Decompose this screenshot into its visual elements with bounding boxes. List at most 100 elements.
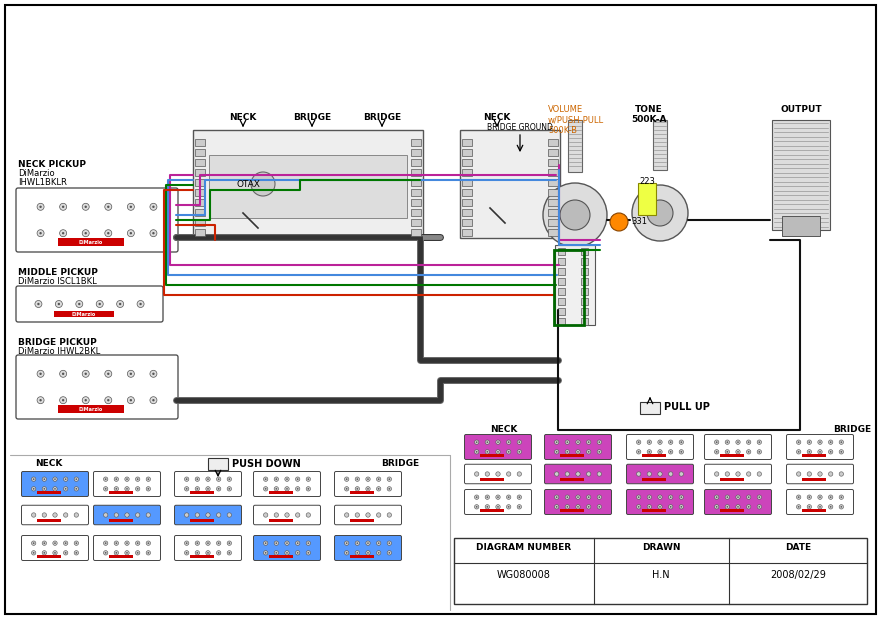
Circle shape	[598, 441, 600, 443]
Circle shape	[725, 472, 729, 476]
Circle shape	[636, 495, 640, 500]
Circle shape	[274, 551, 278, 555]
Text: DiMarzio ISCL1BKL: DiMarzio ISCL1BKL	[18, 277, 97, 286]
Circle shape	[217, 513, 221, 517]
Text: DiMarzio: DiMarzio	[71, 312, 96, 317]
Circle shape	[517, 472, 522, 476]
Bar	[195, 169, 205, 176]
Bar	[209, 155, 407, 218]
Circle shape	[807, 504, 811, 509]
Circle shape	[554, 449, 559, 454]
Circle shape	[638, 441, 640, 443]
Circle shape	[670, 506, 671, 508]
Circle shape	[146, 487, 151, 491]
Circle shape	[497, 441, 499, 443]
Circle shape	[679, 504, 684, 509]
Bar	[782, 216, 820, 236]
Bar	[548, 199, 558, 206]
Bar	[558, 318, 565, 325]
Circle shape	[74, 487, 78, 491]
FancyBboxPatch shape	[254, 472, 321, 496]
Circle shape	[798, 441, 799, 443]
Circle shape	[577, 506, 579, 508]
Circle shape	[265, 542, 266, 544]
Circle shape	[759, 441, 760, 443]
Circle shape	[648, 504, 652, 509]
Circle shape	[147, 488, 149, 490]
Circle shape	[218, 552, 219, 553]
FancyBboxPatch shape	[21, 472, 88, 496]
Circle shape	[809, 496, 811, 498]
Circle shape	[103, 477, 107, 482]
Circle shape	[648, 495, 652, 500]
Text: DiMarzio: DiMarzio	[78, 240, 103, 245]
Circle shape	[748, 496, 750, 498]
Circle shape	[507, 496, 509, 498]
Circle shape	[737, 496, 739, 498]
Circle shape	[587, 504, 591, 509]
Bar	[548, 189, 558, 196]
Circle shape	[554, 472, 559, 476]
Circle shape	[206, 541, 211, 545]
Bar	[558, 268, 565, 275]
Bar	[350, 519, 374, 522]
Bar	[195, 179, 205, 186]
Circle shape	[195, 541, 199, 545]
Circle shape	[40, 232, 41, 235]
Circle shape	[636, 449, 640, 454]
Bar	[109, 491, 133, 494]
Circle shape	[137, 542, 138, 544]
Circle shape	[62, 399, 64, 401]
Circle shape	[37, 370, 44, 378]
Bar	[653, 120, 667, 170]
Circle shape	[669, 440, 673, 444]
Circle shape	[274, 477, 278, 482]
Circle shape	[103, 541, 107, 545]
Circle shape	[297, 478, 299, 480]
Circle shape	[587, 440, 591, 444]
Circle shape	[679, 495, 684, 500]
Bar	[720, 509, 744, 512]
Circle shape	[74, 551, 78, 555]
Circle shape	[115, 477, 119, 482]
Text: NECK: NECK	[229, 113, 256, 122]
Text: DIAGRAM NUMBER: DIAGRAM NUMBER	[477, 543, 572, 552]
Circle shape	[136, 487, 140, 491]
Circle shape	[105, 542, 107, 544]
Circle shape	[263, 487, 268, 491]
Circle shape	[57, 303, 60, 305]
Circle shape	[737, 441, 739, 443]
Circle shape	[56, 300, 63, 308]
Circle shape	[475, 472, 479, 476]
Circle shape	[136, 513, 140, 517]
FancyBboxPatch shape	[254, 535, 321, 560]
Circle shape	[597, 504, 602, 509]
Circle shape	[307, 478, 309, 480]
Text: 331: 331	[631, 217, 647, 226]
FancyBboxPatch shape	[93, 535, 160, 560]
Bar	[54, 311, 114, 318]
Circle shape	[43, 478, 45, 480]
Circle shape	[807, 449, 811, 454]
Bar	[720, 478, 744, 481]
Circle shape	[725, 504, 729, 509]
FancyBboxPatch shape	[705, 435, 772, 459]
Circle shape	[186, 488, 188, 490]
Circle shape	[126, 488, 128, 490]
FancyBboxPatch shape	[335, 535, 402, 560]
Circle shape	[295, 541, 300, 545]
Text: BRIDGE: BRIDGE	[363, 113, 401, 122]
Circle shape	[63, 541, 68, 545]
Circle shape	[598, 496, 600, 498]
Circle shape	[60, 370, 67, 378]
Circle shape	[276, 478, 278, 480]
Bar	[548, 139, 558, 146]
Circle shape	[588, 441, 589, 443]
Circle shape	[207, 478, 209, 480]
Circle shape	[714, 495, 719, 500]
FancyBboxPatch shape	[626, 490, 693, 514]
Circle shape	[798, 506, 799, 508]
Bar	[581, 318, 588, 325]
Circle shape	[366, 541, 370, 545]
Circle shape	[286, 542, 288, 544]
